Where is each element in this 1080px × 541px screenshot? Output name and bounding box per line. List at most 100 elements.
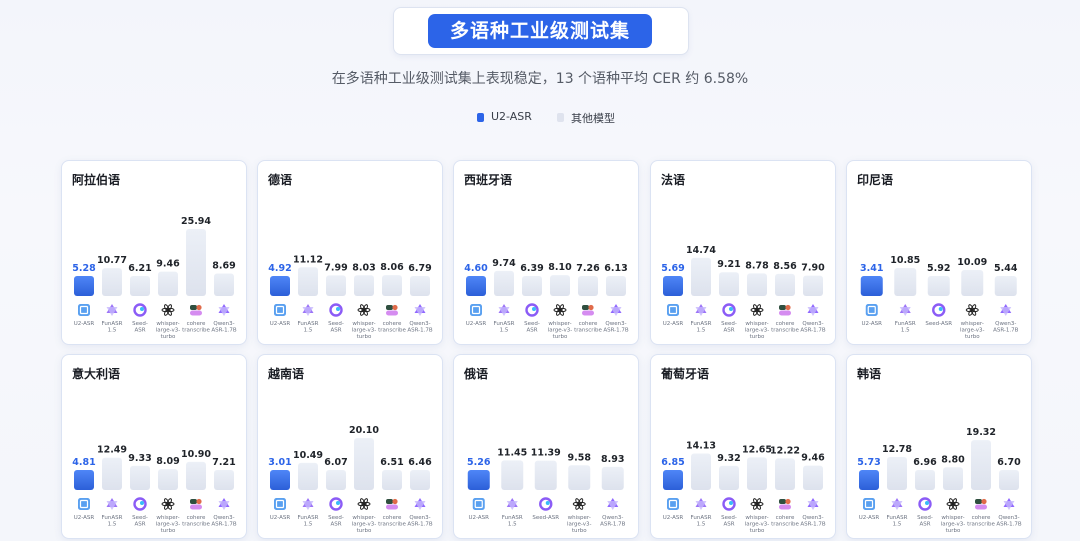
bar-u2-asr — [270, 470, 290, 490]
cohere-icon — [190, 304, 202, 316]
model-label: Seed-ASR — [328, 515, 344, 528]
chart-card: 葡萄牙语 6.85 U2-ASR 14.13 FunASR 1.5 9.32 Seed-ASR… — [650, 354, 836, 539]
page-title: 多语种工业级测试集 — [428, 14, 652, 48]
bar-other-model — [102, 457, 122, 490]
bar-value-label: 10.90 — [181, 449, 211, 460]
legend-swatch-other-models — [557, 113, 564, 122]
bar-value-label: 20.10 — [349, 425, 379, 436]
bar-other-model — [803, 275, 823, 296]
openai-icon — [750, 304, 764, 316]
bar-other-model — [691, 453, 711, 490]
model-label: FunASR 1.5 — [298, 321, 319, 334]
model-label: cohere transcribe — [378, 515, 406, 528]
model-label: FunASR 1.5 — [102, 321, 123, 334]
bar-value-label: 6.13 — [604, 263, 627, 274]
chart-title: 阿拉伯语 — [72, 173, 121, 187]
model-label: cohere transcribe — [574, 321, 602, 334]
bar-value-label: 8.80 — [941, 454, 965, 465]
chart-title: 印尼语 — [857, 173, 894, 187]
bar-other-model — [522, 276, 542, 296]
qwen-icon — [218, 304, 230, 316]
bar-other-model — [803, 465, 823, 490]
bar-chart: 5.28 U2-ASR 10.77 FunASR 1.5 6.21 Seed-ASR 9.46… — [72, 216, 237, 340]
bar-value-label: 7.99 — [324, 262, 347, 273]
bar-value-label: 11.45 — [497, 447, 527, 458]
seed-asr-icon — [329, 303, 343, 317]
openai-icon — [553, 304, 567, 316]
bar-other-model — [927, 276, 950, 296]
funasr-icon — [695, 304, 707, 316]
seed-asr-icon — [133, 497, 147, 511]
bar-value-label: 7.21 — [212, 457, 235, 468]
legend-swatch-u2-asr — [477, 113, 484, 122]
bar-value-label: 10.77 — [97, 255, 127, 266]
bar-other-model — [568, 465, 591, 490]
bar-value-label: 6.51 — [380, 457, 403, 468]
bar-other-model — [601, 466, 624, 490]
model-label: whisper-large-v3-turbo — [156, 321, 181, 340]
bar-value-label: 9.32 — [717, 453, 740, 464]
bar-value-label: 8.78 — [745, 260, 769, 271]
bar-other-model — [971, 440, 991, 490]
chart-title: 法语 — [661, 173, 686, 187]
bar-value-label: 10.09 — [957, 257, 987, 268]
model-label: FunASR 1.5 — [691, 515, 712, 528]
seed-asr-icon — [133, 303, 147, 317]
bar-other-model — [298, 267, 318, 296]
bar-value-label: 4.60 — [464, 263, 488, 274]
model-label: Seed-ASR — [532, 515, 559, 521]
model-label: FunASR 1.5 — [895, 321, 916, 334]
seed-asr-icon — [329, 497, 343, 511]
bar-other-model — [994, 276, 1017, 296]
model-label: U2-ASR — [663, 515, 684, 521]
chart-card: 西班牙语 4.60 U2-ASR 9.74 FunASR 1.5 6.39 Seed-ASR 8… — [453, 160, 639, 345]
chart-card: 阿拉伯语 5.28 U2-ASR 10.77 FunASR 1.5 6.21 Seed-ASR… — [61, 160, 247, 345]
model-label: Qwen3-ASR-1.7B — [600, 515, 626, 528]
bar-value-label: 5.28 — [72, 263, 96, 274]
model-label: Qwen3-ASR-1.7B — [211, 515, 237, 528]
model-label: whisper-large-v3-turbo — [745, 515, 770, 534]
chart-card: 印尼语 3.41 U2-ASR 10.85 FunASR 1.5 5.92 Seed-ASR 1… — [846, 160, 1032, 345]
bar-value-label: 4.92 — [268, 263, 291, 274]
openai-icon — [161, 304, 175, 316]
bar-other-model — [410, 276, 430, 296]
funasr-icon — [106, 498, 118, 510]
model-label: cohere transcribe — [771, 321, 799, 334]
funasr-icon — [695, 498, 707, 510]
model-label: cohere transcribe — [378, 321, 406, 334]
bar-value-label: 25.94 — [181, 216, 211, 227]
model-label: Seed-ASR — [917, 515, 933, 528]
bar-chart: 4.81 U2-ASR 12.49 FunASR 1.5 9.33 Seed-ASR 8.09… — [72, 445, 237, 534]
model-label: U2-ASR — [859, 515, 880, 521]
model-label: Qwen3-ASR-1.7B — [993, 321, 1019, 334]
funasr-icon — [506, 498, 518, 510]
model-label: whisper-large-v3-turbo — [960, 321, 985, 340]
bar-value-label: 5.73 — [857, 457, 880, 468]
bar-other-model — [158, 469, 178, 490]
bar-value-label: 9.46 — [156, 259, 180, 270]
chart-title: 德语 — [268, 173, 293, 187]
model-label: U2-ASR — [270, 321, 291, 327]
model-label: whisper-large-v3-turbo — [567, 515, 592, 534]
model-label: U2-ASR — [74, 321, 95, 327]
funasr-icon — [302, 498, 314, 510]
bar-other-model — [691, 257, 711, 296]
seed-asr-icon — [722, 303, 736, 317]
model-label: whisper-large-v3-turbo — [156, 515, 181, 534]
u2-asr-icon — [274, 498, 286, 510]
model-label: Qwen3-ASR-1.7B — [996, 515, 1022, 528]
chart-title: 越南语 — [268, 367, 305, 381]
bar-value-label: 12.22 — [770, 445, 800, 456]
bar-u2-asr — [467, 470, 490, 490]
bar-value-label: 14.74 — [686, 245, 716, 256]
openai-icon — [161, 498, 175, 510]
bar-other-model — [943, 467, 963, 490]
bar-other-model — [130, 276, 150, 296]
bar-value-label: 6.96 — [913, 457, 937, 468]
model-label: Seed-ASR — [328, 321, 344, 334]
bar-chart: 3.41 U2-ASR 10.85 FunASR 1.5 5.92 Seed-ASR 10.0… — [860, 255, 1019, 340]
bar-value-label: 8.93 — [601, 454, 624, 465]
bar-value-label: 5.44 — [994, 263, 1018, 274]
bar-other-model — [719, 465, 739, 490]
u2-asr-icon — [470, 304, 482, 316]
